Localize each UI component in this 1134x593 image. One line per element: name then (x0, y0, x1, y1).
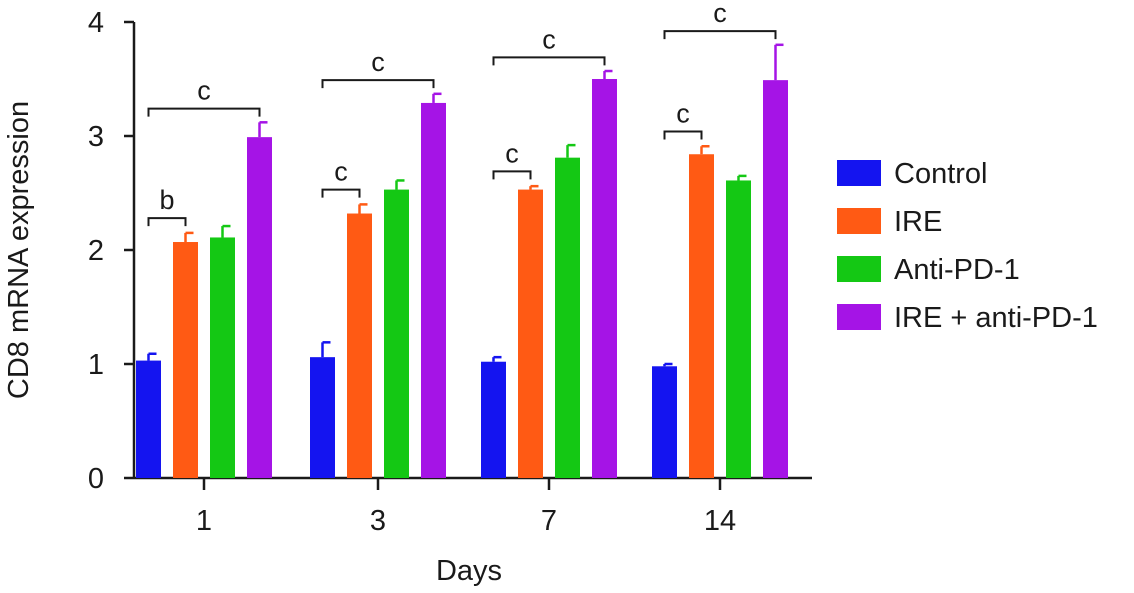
significance-bracket (663, 130, 703, 140)
significance-bracket (492, 170, 532, 180)
significance-bracket (321, 188, 361, 198)
significance-label: b (159, 185, 174, 215)
legend-label: IRE (894, 206, 942, 238)
y-tick-label: 1 (88, 349, 104, 381)
legend: Control IRE Anti-PD-1 IRE + anti-PD-1 (837, 158, 1098, 334)
x-ticks: 1 3 7 14 (196, 478, 736, 537)
bar-control (652, 366, 677, 478)
legend-label: Anti-PD-1 (894, 254, 1020, 286)
legend-swatch (837, 304, 881, 330)
x-tick-label: 3 (370, 505, 386, 537)
x-axis-title: Days (436, 555, 502, 587)
legend-label: Control (894, 158, 988, 190)
y-ticks: 0 1 2 3 4 (88, 7, 134, 495)
bar-ire (347, 213, 372, 478)
x-tick-label: 14 (704, 505, 736, 537)
y-axis-title: CD8 mRNA expression (3, 101, 35, 399)
bar-anti-pd-1 (555, 157, 580, 478)
y-tick-label: 2 (88, 235, 104, 267)
bars (136, 79, 788, 479)
significance-bracket (663, 30, 777, 40)
bar-ire-anti-pd-1 (763, 80, 788, 478)
bar-control (481, 361, 506, 478)
significance-label: c (713, 0, 727, 28)
bar-anti-pd-1 (726, 180, 751, 478)
significance-bracket (147, 107, 261, 117)
bar-control (310, 357, 335, 478)
bar-ire (689, 154, 714, 479)
significance-label: c (334, 157, 348, 187)
bar-ire (518, 189, 543, 478)
significance-label: c (676, 98, 690, 128)
significance-bracket (492, 56, 606, 66)
bar-ire-anti-pd-1 (421, 102, 446, 478)
significance-label: c (197, 76, 211, 106)
significance-bracket (321, 79, 435, 89)
bar-ire-anti-pd-1 (592, 79, 617, 478)
x-tick-label: 7 (541, 505, 557, 537)
significance-brackets: b c c c c c c c (147, 0, 777, 227)
bar-control (136, 360, 161, 478)
legend-swatch (837, 256, 881, 282)
y-tick-label: 3 (88, 121, 104, 153)
y-tick-label: 4 (88, 7, 104, 39)
y-tick-label: 0 (88, 463, 104, 495)
bar-anti-pd-1 (384, 189, 409, 478)
bar-anti-pd-1 (210, 237, 235, 478)
x-tick-label: 1 (196, 505, 212, 537)
legend-label: IRE + anti-PD-1 (894, 302, 1098, 334)
legend-swatch (837, 208, 881, 234)
legend-swatch (837, 160, 881, 186)
significance-label: c (505, 138, 519, 168)
bar-ire (173, 242, 198, 478)
significance-label: c (371, 47, 385, 77)
significance-bracket (147, 217, 187, 227)
error-bars (147, 43, 784, 367)
bar-ire-anti-pd-1 (247, 137, 272, 478)
significance-label: c (542, 24, 556, 54)
